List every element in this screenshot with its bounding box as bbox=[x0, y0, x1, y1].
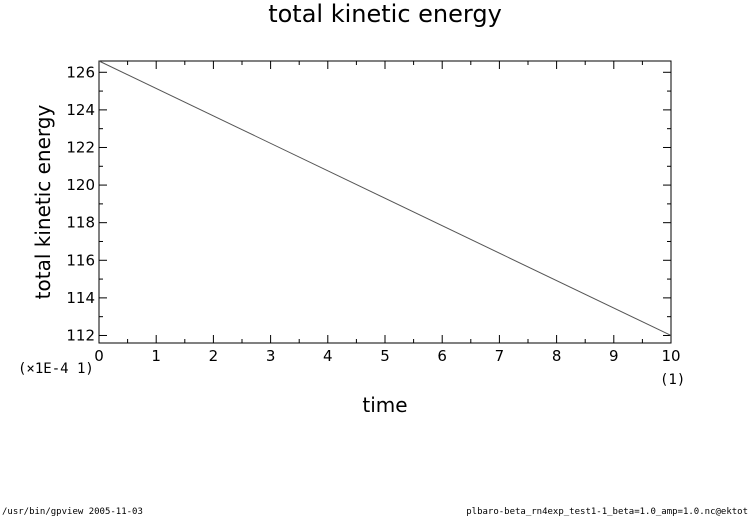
x-tick-label: 3 bbox=[266, 347, 276, 365]
x-tick-label: 5 bbox=[380, 347, 390, 365]
y-scale-label: (×1E-4 1) bbox=[18, 361, 94, 377]
y-tick-label: 126 bbox=[66, 63, 95, 81]
x-tick-label: 4 bbox=[323, 347, 333, 365]
x-tick-label: 6 bbox=[437, 347, 447, 365]
x-tick-label: 0 bbox=[94, 347, 104, 365]
y-tick-label: 116 bbox=[66, 251, 95, 269]
y-tick-label: 118 bbox=[66, 214, 95, 232]
y-tick-label: 124 bbox=[66, 101, 95, 119]
footer-right: plbaro-beta_rn4exp_test1-1_beta=1.0_amp=… bbox=[466, 507, 748, 517]
chart-title: total kinetic energy bbox=[268, 0, 502, 28]
series-lines bbox=[98, 60, 672, 336]
y-tick-label: 114 bbox=[66, 289, 95, 307]
y-tick-label: 122 bbox=[66, 138, 95, 156]
x-axis-title: time bbox=[362, 393, 407, 417]
x-tick-label: 1 bbox=[151, 347, 161, 365]
x-tick-label: 8 bbox=[552, 347, 562, 365]
plot-frame bbox=[98, 60, 672, 344]
x-axis-ticks: 0 1 2 3 4 5 6 7 8 9 10 bbox=[94, 61, 681, 365]
series-line bbox=[98, 60, 672, 336]
y-axis-title: total kinetic energy bbox=[31, 105, 55, 300]
x-scale-label: (1) bbox=[660, 372, 685, 388]
x-tick-label: 2 bbox=[209, 347, 219, 365]
footer-left: /usr/bin/gpview 2005-11-03 bbox=[2, 507, 143, 517]
x-tick-label: 9 bbox=[609, 347, 619, 365]
x-tick-label: 7 bbox=[495, 347, 505, 365]
y-tick-label: 120 bbox=[66, 176, 95, 194]
x-tick-label: 10 bbox=[661, 347, 680, 365]
y-axis-ticks: 112 114 116 118 120 122 124 126 bbox=[66, 63, 671, 344]
y-tick-label: 112 bbox=[66, 326, 95, 344]
